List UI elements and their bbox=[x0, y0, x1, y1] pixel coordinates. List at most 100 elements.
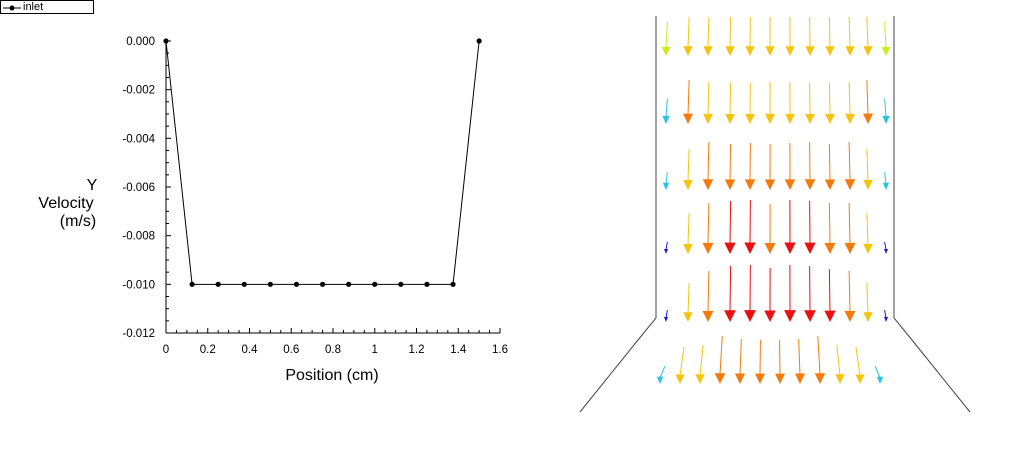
velocity-arrow bbox=[784, 199, 796, 254]
velocity-arrow-shaft bbox=[866, 16, 869, 48]
velocity-arrow-head bbox=[862, 113, 874, 124]
y-tick-label: -0.012 bbox=[122, 328, 155, 340]
velocity-arrow bbox=[724, 265, 736, 322]
y-velocity-chart: 0 0.2 0.4 0.6 0.8 1 1.2 1.4 1.6 0.000 -0.002 -0.00… bbox=[38, 36, 508, 384]
velocity-arrow-head bbox=[675, 374, 685, 384]
velocity-arrow bbox=[764, 203, 776, 254]
velocity-arrow bbox=[863, 148, 873, 190]
velocity-arrow bbox=[702, 141, 714, 190]
velocity-arrow-head bbox=[745, 114, 755, 124]
velocity-arrow bbox=[765, 81, 775, 124]
velocity-arrow bbox=[744, 199, 756, 254]
velocity-arrow-shaft bbox=[817, 335, 821, 375]
velocity-arrow-head bbox=[824, 310, 836, 322]
velocity-arrow bbox=[845, 16, 855, 56]
velocity-arrow-head bbox=[785, 46, 795, 56]
x-tick-label: 1.6 bbox=[492, 344, 508, 356]
velocity-arrow-shaft bbox=[687, 16, 690, 48]
velocity-arrow-shaft bbox=[828, 268, 831, 312]
velocity-arrow-head bbox=[664, 317, 668, 322]
velocity-arrow-head bbox=[824, 242, 836, 254]
velocity-arrow-shaft bbox=[855, 346, 861, 376]
velocity-arrow-shaft bbox=[699, 344, 704, 376]
velocity-arrow bbox=[862, 79, 874, 124]
velocity-arrow bbox=[805, 16, 815, 56]
velocity-arrow-head bbox=[855, 374, 865, 384]
velocity-arrow-head bbox=[814, 373, 826, 384]
velocity-arrow-shaft bbox=[665, 21, 668, 48]
velocity-arrow-shaft bbox=[719, 335, 723, 375]
velocity-arrow bbox=[863, 16, 873, 56]
velocity-arrow bbox=[874, 365, 884, 384]
velocity-arrow-shaft bbox=[665, 241, 668, 251]
velocity-arrow-shaft bbox=[707, 270, 710, 312]
velocity-arrow bbox=[844, 202, 856, 254]
x-axis-ticks: 0 0.2 0.4 0.6 0.8 1 1.2 1.4 1.6 bbox=[163, 328, 508, 356]
velocity-arrow-head bbox=[884, 317, 888, 322]
velocity-arrow-shaft bbox=[828, 16, 831, 48]
velocity-arrow-head bbox=[785, 113, 795, 124]
velocity-arrow-shaft bbox=[884, 171, 887, 184]
velocity-arrow-shaft bbox=[729, 200, 732, 244]
velocity-arrow bbox=[765, 16, 775, 56]
velocity-arrow-shaft bbox=[707, 81, 710, 115]
velocity-arrow bbox=[683, 282, 693, 322]
velocity-arrow bbox=[662, 98, 670, 124]
velocity-arrow bbox=[824, 202, 836, 254]
x-tick-label: 0.2 bbox=[200, 344, 216, 356]
velocity-arrow bbox=[734, 338, 746, 384]
velocity-arrow bbox=[695, 344, 705, 384]
velocity-arrow bbox=[835, 344, 845, 384]
velocity-arrow-head bbox=[844, 179, 856, 190]
velocity-arrow bbox=[855, 346, 865, 384]
velocity-arrow-head bbox=[764, 310, 776, 322]
chart-legend: inlet bbox=[0, 0, 94, 14]
velocity-arrow-head bbox=[725, 114, 735, 124]
velocity-arrow-head bbox=[744, 310, 756, 322]
velocity-arrow-head bbox=[714, 373, 726, 384]
velocity-arrow bbox=[824, 268, 836, 322]
velocity-arrow-head bbox=[744, 242, 756, 254]
velocity-arrow bbox=[703, 16, 713, 56]
velocity-arrow bbox=[804, 200, 816, 254]
velocity-arrow-head bbox=[804, 310, 816, 322]
velocity-arrow-shaft bbox=[739, 338, 742, 375]
velocity-arrow bbox=[804, 141, 816, 190]
y-tick-label: -0.008 bbox=[122, 231, 155, 243]
x-tick-label: 0.4 bbox=[242, 344, 259, 356]
velocity-arrow bbox=[703, 81, 713, 124]
velocity-arrow-head bbox=[835, 374, 845, 384]
velocity-arrow-head bbox=[844, 310, 856, 322]
velocity-arrow bbox=[863, 212, 873, 254]
velocity-arrow-shaft bbox=[866, 212, 869, 246]
velocity-arrow-shaft bbox=[729, 16, 732, 48]
velocity-arrow-head bbox=[703, 113, 713, 124]
velocity-arrow bbox=[825, 82, 835, 124]
velocity-arrow-head bbox=[744, 179, 756, 190]
data-point bbox=[424, 281, 430, 287]
velocity-arrow-shaft bbox=[884, 98, 887, 117]
velocity-arrow-shaft bbox=[707, 141, 710, 181]
velocity-arrow-head bbox=[863, 312, 873, 322]
data-point bbox=[450, 281, 456, 287]
data-point bbox=[476, 38, 482, 44]
x-tick-label: 1 bbox=[372, 344, 378, 356]
velocity-arrow-head bbox=[724, 310, 736, 322]
velocity-arrow bbox=[664, 241, 668, 254]
velocity-arrow-head bbox=[765, 46, 775, 56]
velocity-arrows bbox=[656, 16, 891, 384]
data-point bbox=[293, 281, 300, 287]
velocity-arrow bbox=[764, 267, 776, 322]
velocity-arrow bbox=[754, 339, 766, 384]
x-tick-label: 0 bbox=[163, 344, 169, 356]
velocity-arrow-shaft bbox=[866, 148, 869, 182]
x-tick-label: 0.8 bbox=[325, 344, 341, 356]
velocity-arrow-head bbox=[745, 46, 755, 56]
velocity-arrow-shaft bbox=[848, 141, 851, 181]
velocity-arrow bbox=[824, 143, 836, 190]
velocity-arrow-shaft bbox=[848, 202, 851, 244]
velocity-arrow-head bbox=[804, 179, 816, 190]
velocity-arrow-head bbox=[725, 46, 735, 56]
velocity-arrow bbox=[814, 335, 826, 384]
legend-line-marker-icon bbox=[3, 5, 21, 11]
